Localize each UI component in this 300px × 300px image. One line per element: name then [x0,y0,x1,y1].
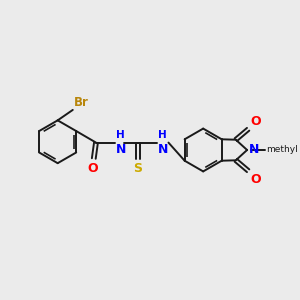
Text: N: N [116,143,127,156]
Text: O: O [250,115,261,128]
Text: methyl: methyl [266,146,298,154]
Text: S: S [133,162,142,176]
Text: N: N [249,143,260,156]
Text: N: N [158,143,168,156]
Text: O: O [250,173,261,187]
Text: H: H [116,130,125,140]
Text: Br: Br [74,96,89,109]
Text: O: O [87,162,98,175]
Text: H: H [158,130,167,140]
